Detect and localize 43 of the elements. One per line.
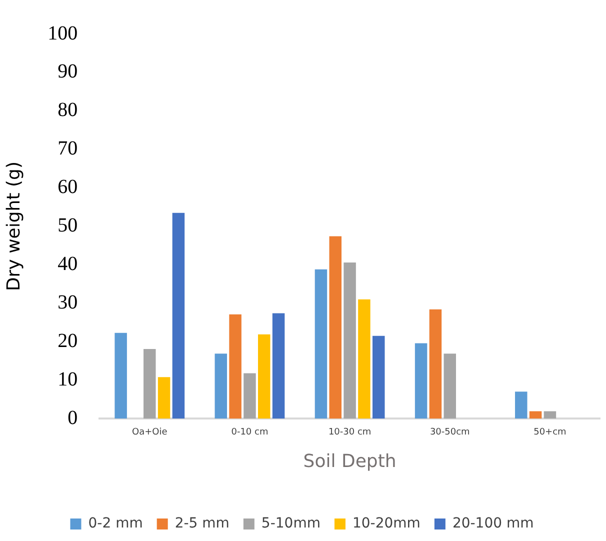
bar bbox=[529, 411, 542, 419]
bar bbox=[444, 354, 456, 419]
bar bbox=[144, 348, 156, 419]
y-tick-label: 80 bbox=[58, 99, 78, 122]
bar bbox=[372, 336, 385, 419]
x-tick-label: 10-30 cm bbox=[328, 427, 372, 438]
x-axis-title: Soil Depth bbox=[303, 450, 396, 472]
bar bbox=[172, 212, 185, 419]
bar bbox=[358, 299, 370, 419]
legend-label: 0-2 mm bbox=[88, 516, 143, 532]
y-tick-label: 50 bbox=[58, 214, 78, 237]
y-tick-label: 30 bbox=[58, 291, 78, 314]
y-axis-title: Dry weight (g) bbox=[3, 162, 24, 292]
legend-label: 5-10mm bbox=[261, 516, 320, 532]
bar bbox=[414, 343, 428, 419]
bar bbox=[272, 313, 285, 419]
bar bbox=[429, 309, 442, 419]
legend-label: 20-100 mm bbox=[452, 516, 534, 532]
x-tick-label: Oa+Oie bbox=[132, 427, 168, 438]
x-tick-label: 0-10 cm bbox=[231, 427, 268, 438]
bar bbox=[114, 332, 127, 419]
bar bbox=[229, 314, 242, 419]
bar bbox=[214, 354, 228, 419]
y-tick-label: 90 bbox=[58, 60, 78, 83]
bar bbox=[244, 373, 256, 419]
y-tick-label: 20 bbox=[58, 330, 78, 352]
bar bbox=[344, 262, 356, 419]
bar bbox=[329, 236, 342, 419]
y-tick-label: 100 bbox=[48, 22, 78, 44]
legend-label: 10-20mm bbox=[352, 516, 420, 532]
y-tick-label: 40 bbox=[58, 253, 78, 276]
bar bbox=[515, 392, 528, 419]
x-tick-label: 50+cm bbox=[534, 427, 566, 438]
x-tick-label: 30-50cm bbox=[430, 427, 470, 438]
legend-label: 2-5 mm bbox=[174, 516, 230, 532]
y-tick-label: 0 bbox=[68, 406, 78, 429]
bar bbox=[544, 411, 556, 419]
y-tick-label: 60 bbox=[58, 176, 78, 198]
bar bbox=[258, 334, 270, 419]
y-tick-label: 70 bbox=[58, 138, 78, 160]
bar bbox=[158, 377, 170, 419]
bar bbox=[314, 269, 328, 419]
y-tick-label: 10 bbox=[58, 368, 78, 390]
